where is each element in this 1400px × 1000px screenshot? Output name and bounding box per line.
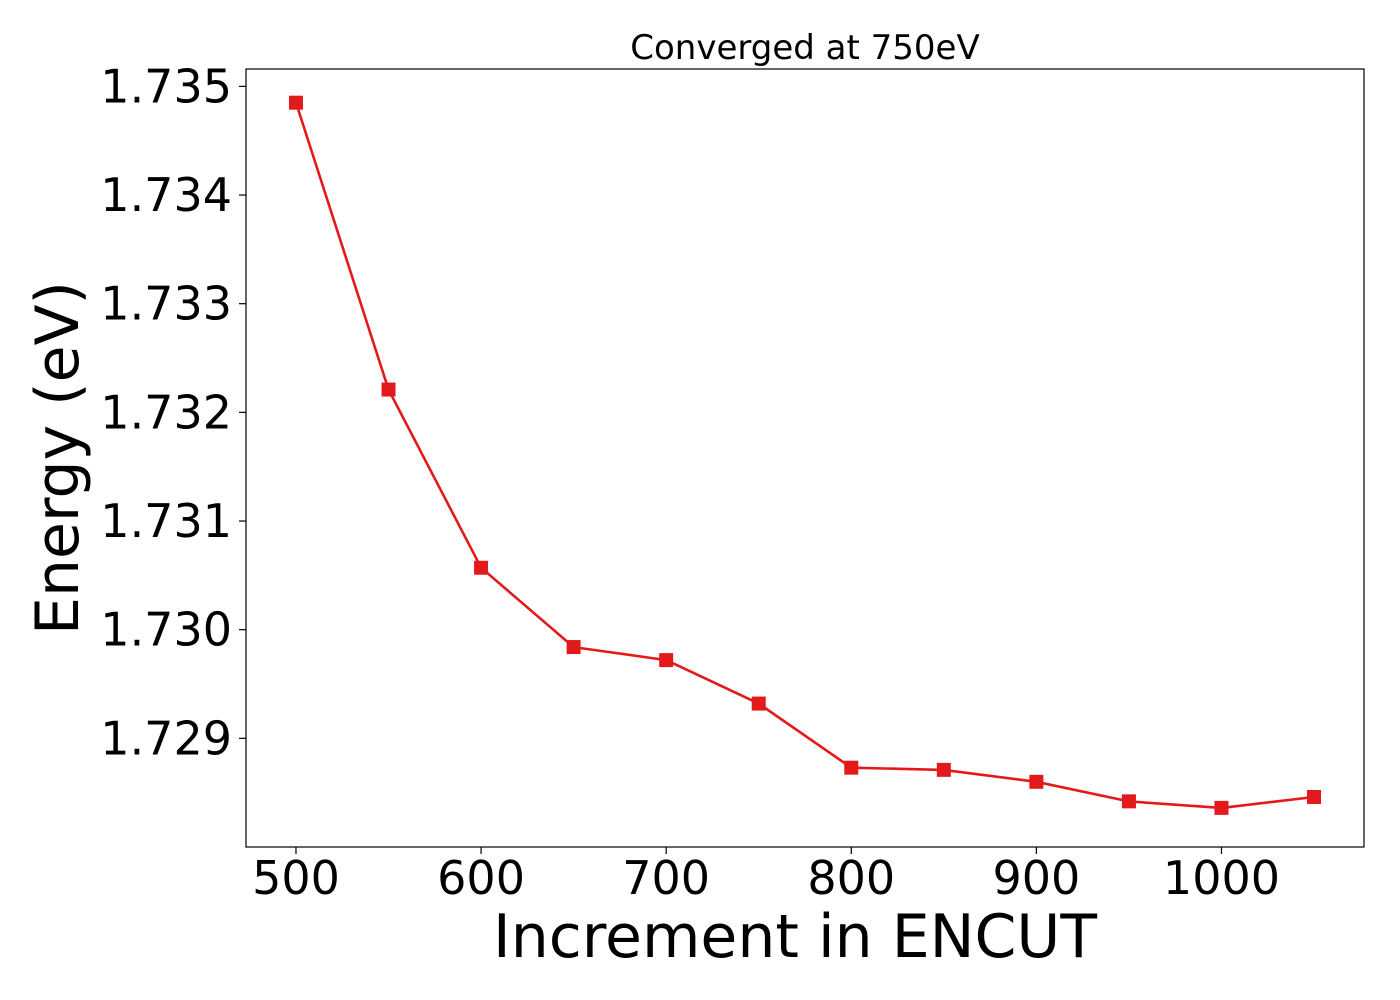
x-tick-label: 600 [437, 851, 525, 905]
data-point [288, 95, 303, 110]
y-axis-label-group: Energy (eV) [23, 281, 93, 635]
x-tick-label: 700 [622, 851, 710, 905]
data-point [474, 560, 489, 575]
data-point [566, 640, 581, 655]
y-axis-label: Energy (eV) [23, 281, 93, 635]
y-tick-label: 1.733 [100, 277, 232, 331]
y-tick-label: 1.734 [100, 168, 232, 222]
data-point [381, 382, 396, 397]
y-tick-label: 1.731 [100, 494, 232, 548]
data-point [751, 696, 766, 711]
x-tick-label: 900 [992, 851, 1080, 905]
plot-frame [245, 68, 1365, 848]
x-tick-label: 500 [252, 851, 340, 905]
ticks: 500 600 700 800 900 1000 1.729 1.730 1.731 1.732 1… [100, 59, 1280, 905]
x-axis-label: Increment in ENCUT [493, 902, 1097, 972]
data-point [1029, 774, 1044, 789]
y-tick-label: 1.732 [100, 385, 232, 439]
chart-title: Converged at 750eV [630, 28, 979, 68]
y-tick-label: 1.730 [100, 603, 232, 657]
y-tick-label: 1.735 [100, 59, 232, 113]
y-tick-label: 1.729 [100, 711, 232, 765]
series-line [294, 102, 1315, 810]
x-tick-label: 800 [807, 851, 895, 905]
data-point [936, 762, 951, 777]
data-point [1214, 800, 1229, 815]
data-point [659, 653, 674, 668]
x-tick-label: 1000 [1163, 851, 1280, 905]
data-point [1307, 790, 1322, 805]
series [288, 95, 1322, 815]
data-point [1121, 794, 1136, 809]
data-point [844, 760, 859, 775]
